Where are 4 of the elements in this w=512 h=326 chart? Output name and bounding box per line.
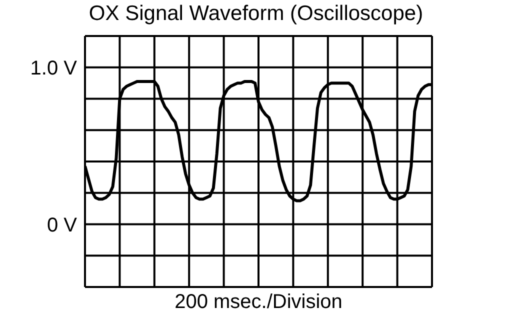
chart-title: OX Signal Waveform (Oscilloscope): [88, 2, 424, 26]
y-tick-label: 0 V: [46, 214, 78, 236]
x-axis-title: 200 msec./Division: [174, 291, 344, 314]
y-tick-label: 1.0 V: [30, 57, 78, 80]
